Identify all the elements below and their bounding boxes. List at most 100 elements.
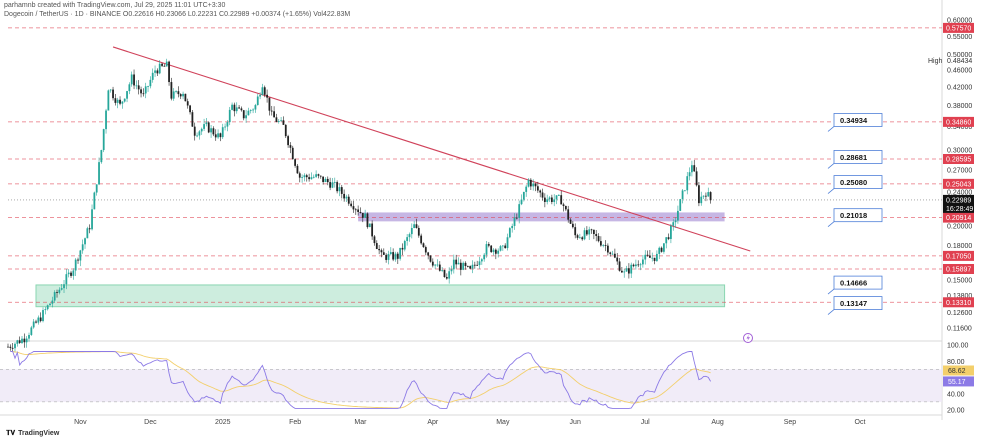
candle-body [581,237,584,240]
callout-box [833,150,883,164]
candle-body [627,268,630,274]
candle-body [382,252,385,255]
candle-body [695,171,698,186]
rsi-tick: 40.00 [947,391,965,398]
candle-body [280,120,282,122]
time-axis[interactable]: Nov Dec 2025 Feb Mar Apr May Jun Jul Aug Sep Oct [74,419,865,426]
candle-body [343,193,346,199]
candle-body [35,321,37,323]
trendlines[interactable] [112,46,751,252]
candle-body [546,199,549,202]
level-callout-3[interactable]: 0.21018 [827,208,883,227]
red-level-badge [943,178,974,189]
candle-body [529,179,532,187]
candle-body [497,250,500,254]
candle-body [151,72,154,80]
candle-body [109,89,112,91]
candle-body [445,277,448,279]
time-label: Sep [784,419,797,426]
candle-body [401,247,404,250]
red-level-value: 0.34860 [946,119,971,126]
price-tick: 0.24000 [947,189,972,196]
level-callout-4[interactable]: 0.14666 [827,275,883,295]
red-level-value: 0.15897 [946,267,971,274]
candle-body [72,270,75,276]
candle-body [7,346,9,348]
candle-body [84,238,86,245]
candle-body [275,117,278,122]
candle-body [427,252,430,256]
candle-body [578,237,581,239]
candle-body [611,253,614,255]
rsi-ma-badge [943,365,974,376]
candle-body [424,247,427,253]
red-level-badge [943,250,974,261]
level-callout-1[interactable]: 0.28681 [827,150,883,169]
candle-body [210,128,212,133]
candle-body [252,109,254,111]
candle-body [576,235,579,238]
candle-body [399,247,402,259]
candle-body [345,196,348,199]
level-callout-2[interactable]: 0.25080 [827,175,883,194]
red-level-value: 0.13310 [946,300,971,307]
candle-body [557,195,560,196]
candle-body [371,223,374,237]
candle-body [294,159,297,166]
red-level-badge [943,264,974,275]
candle-body [212,128,215,135]
candle-body [154,70,156,73]
candle-body [450,269,453,272]
candle-body [350,203,353,207]
level-callout-5[interactable]: 0.13147 [827,296,883,315]
candle-body [158,63,161,74]
high-value: 0.48434 [947,58,972,65]
candle-body [506,237,509,249]
candle-body [9,346,12,348]
candle-body [53,292,56,301]
candle-body [663,243,665,252]
candle-body [592,229,595,235]
candle-body [541,192,544,198]
candle-body [268,97,271,111]
candle-body [387,254,390,260]
candle-body [14,343,16,349]
candle-body [186,101,189,106]
candle-body [277,121,280,122]
candle-body [163,65,166,67]
candle-body [375,243,378,249]
callout-pointer [827,221,835,227]
chart-header: parhamnb created with TradingView.com, J… [4,2,350,18]
candle-body [233,104,236,112]
candle-body [492,249,495,252]
candle-body [284,124,287,137]
candle-body [366,213,369,228]
candle-body [702,195,705,197]
candle-body [420,235,423,244]
candle-body [296,165,299,174]
callout-pointer [827,309,835,315]
candle-body [604,245,607,246]
level-callout-0[interactable]: 0.34934 [827,113,883,132]
candle-body [25,338,28,343]
candle-body [408,234,411,238]
candle-body [597,236,600,242]
level-callouts[interactable]: 0.34934 0.28681 0.25080 0.21018 0.14666 0.131… [743,113,883,343]
callout-pointer [827,126,835,132]
candle-body [403,240,406,250]
price-axis[interactable]: 0.60000 0.55000 0.50000 0.46000 0.42000 0.380… [928,18,974,333]
candle-body [389,252,392,255]
candle-body [508,228,511,238]
candle-body [684,190,686,192]
candle-body [648,255,651,258]
candle-body [32,321,35,328]
candle-body [623,271,626,273]
candle-body [58,289,61,293]
candle-body [462,262,465,270]
rsi-line [10,351,711,409]
candle-body [219,133,222,138]
candle-body [312,176,315,178]
candle-body [217,133,219,138]
candle-body [214,134,217,138]
